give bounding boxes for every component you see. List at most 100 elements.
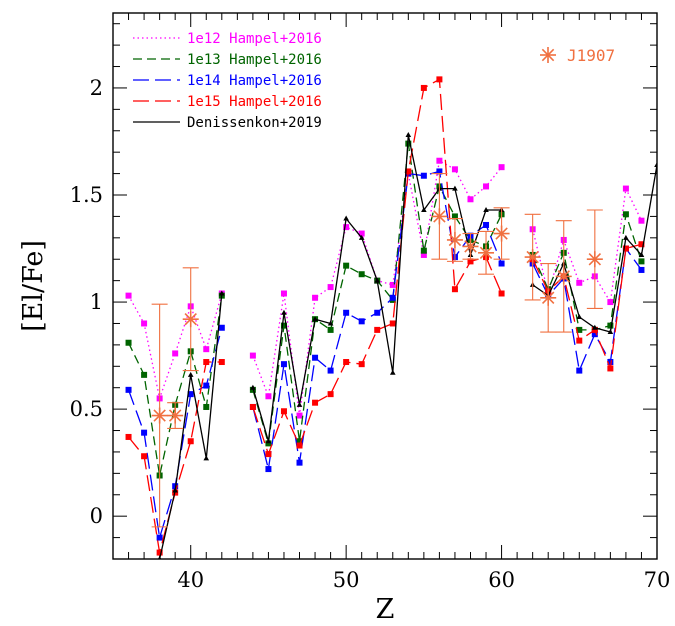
data-point (125, 433, 132, 440)
data-point (141, 371, 148, 378)
y-tick-label: 1 (90, 290, 103, 314)
data-point (576, 367, 583, 374)
asterisk-stroke (541, 291, 555, 304)
y-tick-label: 2 (90, 76, 103, 100)
data-point (265, 393, 272, 400)
asterisk-stroke (464, 240, 477, 253)
series-5 (157, 132, 657, 559)
data-point (296, 401, 303, 407)
data-point (172, 350, 179, 357)
series-line (252, 160, 503, 417)
asterisk-stroke (153, 409, 166, 422)
observation-point (555, 220, 572, 333)
data-point (498, 260, 505, 267)
asterisk-marker (167, 407, 184, 424)
data-point (312, 399, 319, 406)
data-point (249, 403, 256, 410)
observation-legend-label: J1907 (567, 46, 615, 65)
series-line (532, 213, 643, 331)
data-point (249, 352, 256, 359)
data-point (436, 76, 443, 83)
series-line (252, 170, 503, 470)
data-point (343, 309, 350, 316)
data-point (389, 320, 396, 327)
data-point (265, 440, 272, 447)
asterisk-stroke (448, 233, 462, 247)
asterisk-marker (151, 407, 168, 424)
data-point (203, 346, 210, 353)
data-point (327, 367, 334, 374)
data-point (312, 316, 318, 322)
observation-legend: J1907 (540, 46, 615, 65)
data-point (607, 299, 614, 306)
data-point (467, 258, 474, 265)
asterisk-stroke (557, 270, 570, 283)
data-point (125, 339, 132, 346)
asterisk-marker (524, 249, 541, 266)
series-line (252, 78, 503, 455)
asterisk-marker (555, 268, 572, 285)
data-point (312, 294, 319, 301)
data-point (296, 412, 303, 419)
data-point (343, 262, 350, 269)
data-point (203, 403, 210, 410)
observation-point (446, 218, 463, 262)
observation-point (462, 232, 479, 260)
data-point (607, 359, 614, 366)
legend-label: 1e13 Hampel+2016 (187, 52, 322, 68)
data-point (420, 247, 427, 254)
data-point (607, 329, 614, 335)
series-line (532, 243, 642, 370)
data-point (280, 408, 287, 415)
legend-label: 1e12 Hampel+2016 (187, 31, 322, 47)
series-line (532, 247, 643, 372)
tick-labels: 40 50 60 70 0 0.5 1 1.5 2 (70, 76, 671, 592)
data-point (296, 442, 303, 449)
legend-label: 1e15 Hampel+2016 (187, 94, 322, 110)
data-point (280, 290, 287, 297)
data-point (358, 230, 365, 237)
data-point (374, 309, 381, 316)
data-point (638, 251, 645, 257)
legend-label: 1e14 Hampel+2016 (187, 73, 322, 89)
y-tick-label: 0 (90, 504, 103, 528)
data-point (467, 196, 474, 203)
data-point (218, 324, 225, 331)
asterisk-marker (540, 289, 557, 306)
data-point (623, 234, 629, 240)
data-point (187, 391, 194, 398)
tick-marks (112, 13, 658, 560)
asterisk-marker (478, 244, 495, 261)
data-point (607, 322, 614, 329)
legend: 1e12 Hampel+2016 1e13 Hampel+2016 1e14 Ham… (133, 31, 322, 131)
data-point (141, 453, 148, 460)
data-point (483, 183, 490, 190)
asterisk-marker (446, 231, 463, 248)
data-point (622, 245, 629, 252)
series-3 (125, 168, 645, 541)
data-point (638, 241, 645, 248)
data-point (343, 359, 350, 366)
data-point (592, 324, 598, 330)
data-point (483, 221, 490, 228)
asterisk-stroke (479, 246, 493, 260)
data-point (374, 326, 381, 333)
data-point (451, 286, 458, 293)
data-point (296, 438, 303, 445)
data-point (358, 271, 365, 278)
data-point (498, 164, 505, 171)
data-point (157, 556, 162, 559)
y-tick-label: 1.5 (70, 183, 103, 207)
series-line (252, 134, 502, 442)
y-tick-label: 0.5 (70, 397, 103, 421)
data-point (436, 168, 443, 175)
data-point (280, 322, 287, 329)
data-point (358, 361, 365, 368)
data-point (607, 365, 614, 372)
observation-point (524, 213, 541, 301)
data-point (436, 157, 443, 164)
x-tick-label: 40 (177, 568, 204, 592)
data-point (405, 132, 412, 138)
data-point (420, 251, 427, 258)
x-tick-label: 50 (333, 568, 360, 592)
